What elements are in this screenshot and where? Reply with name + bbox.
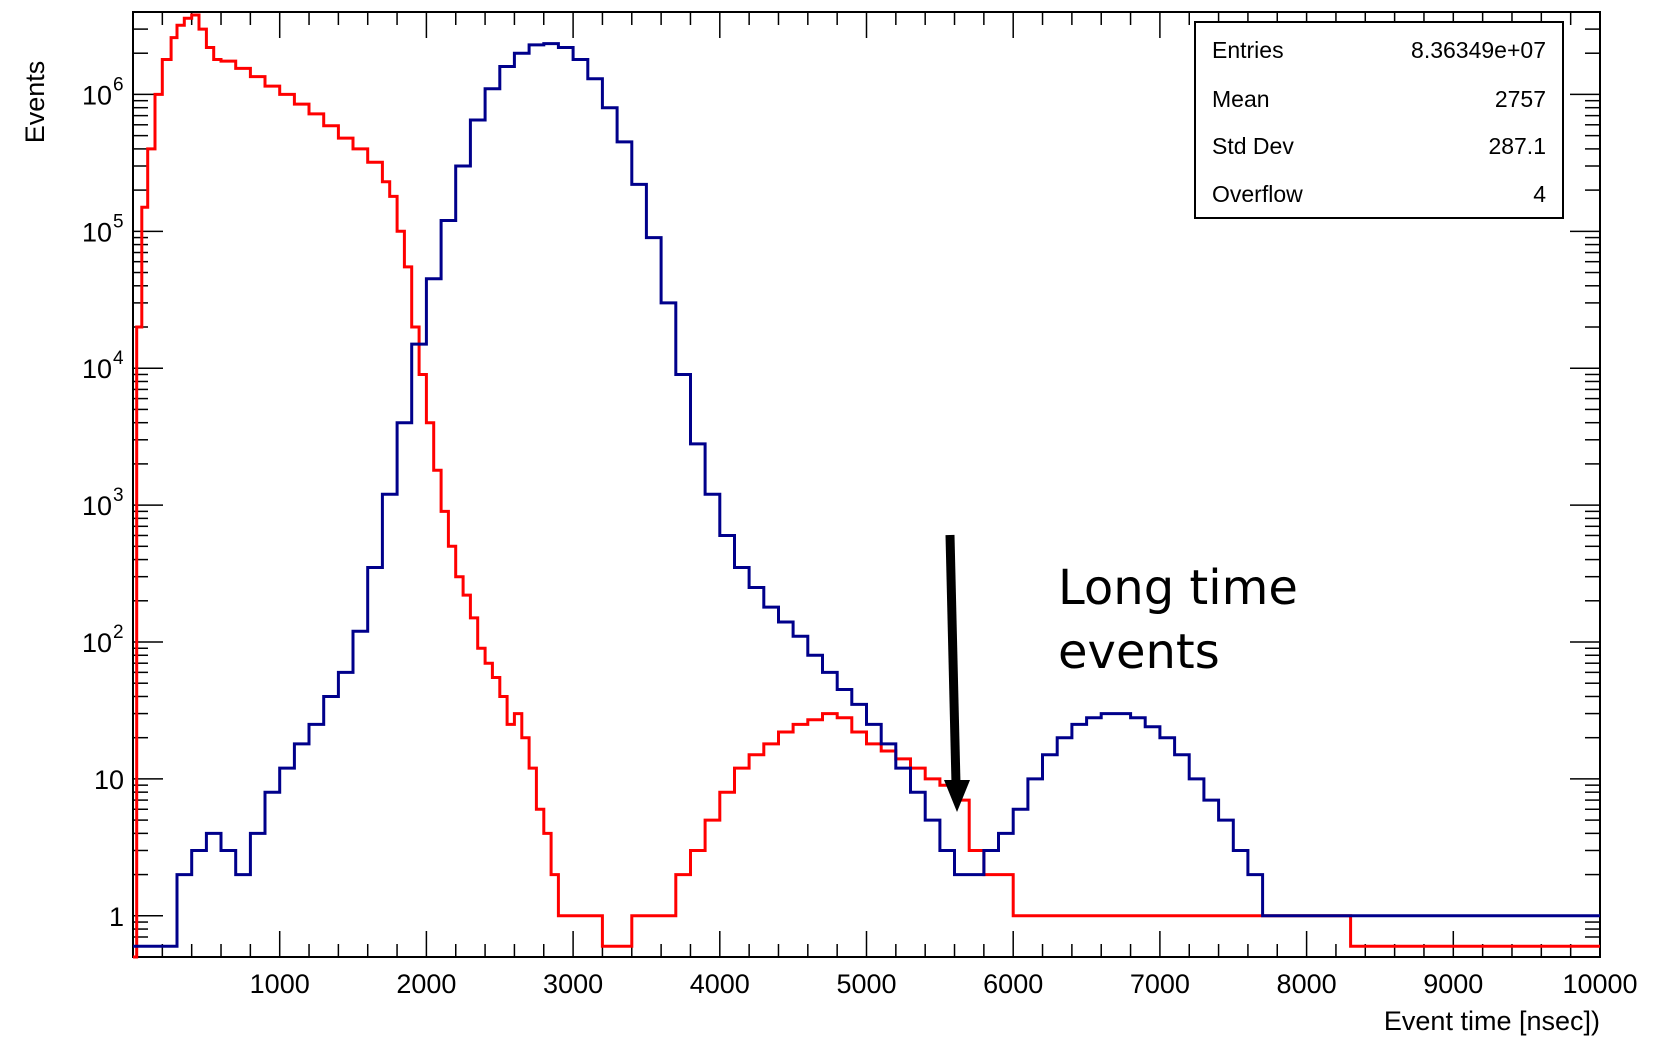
x-tick-label: 10000 [1562, 969, 1637, 999]
stats-mean-value: 2757 [1495, 86, 1546, 112]
x-tick-label: 4000 [690, 969, 750, 999]
annotation-line-2: events [1058, 624, 1220, 680]
annotation-arrow-shaft [945, 534, 961, 785]
stats-stddev-value: 287.1 [1488, 133, 1546, 159]
y-tick-label: 10 [82, 491, 112, 521]
y-tick-label: 10 [82, 217, 112, 247]
annotation-line-1: Long time [1058, 560, 1298, 616]
stats-stddev-label: Std Dev [1212, 133, 1294, 159]
x-axis-ticks: 1000 2000 3000 4000 5000 6000 7000 8000 9000 1000… [161, 12, 1638, 999]
x-axis-title: Event time [nsec]) [1384, 1006, 1600, 1036]
stats-mean-label: Mean [1212, 86, 1270, 112]
x-tick-label: 8000 [1277, 969, 1337, 999]
x-tick-label: 3000 [543, 969, 603, 999]
histogram-series-2 [133, 42, 1600, 948]
y-tick-label: 10 [82, 80, 112, 110]
stats-entries-label: Entries [1212, 37, 1284, 63]
y-tick-label-exponent: 5 [113, 211, 124, 232]
x-tick-label: 9000 [1423, 969, 1483, 999]
y-tick-label-exponent: 3 [113, 485, 124, 506]
histogram-series-1 [133, 13, 1600, 959]
y-tick-label-exponent: 6 [113, 74, 124, 95]
y-tick-label: 10 [82, 628, 112, 658]
y-tick-label: 10 [94, 765, 124, 795]
x-tick-label: 5000 [836, 969, 896, 999]
stats-entries-value: 8.36349e+07 [1411, 37, 1546, 63]
x-tick-label: 7000 [1130, 969, 1190, 999]
y-tick-label: 10 [82, 354, 112, 384]
annotation-arrow-head [944, 780, 970, 812]
y-tick-label-exponent: 2 [113, 622, 124, 643]
stats-box-frame [1194, 21, 1564, 219]
stats-box: Entries 8.36349e+07 Mean 2757 Std Dev 28… [1194, 21, 1564, 219]
series-layer [133, 13, 1600, 959]
x-tick-label: 2000 [396, 969, 456, 999]
y-tick-label-exponent: 4 [113, 348, 124, 369]
y-axis-title: Events [20, 61, 50, 144]
x-tick-label: 6000 [983, 969, 1043, 999]
annotation: Long time events [944, 534, 1298, 812]
y-tick-label: 1 [109, 902, 124, 932]
x-tick-label: 1000 [250, 969, 310, 999]
stats-overflow-value: 4 [1533, 181, 1546, 207]
stats-overflow-label: Overflow [1212, 181, 1303, 207]
